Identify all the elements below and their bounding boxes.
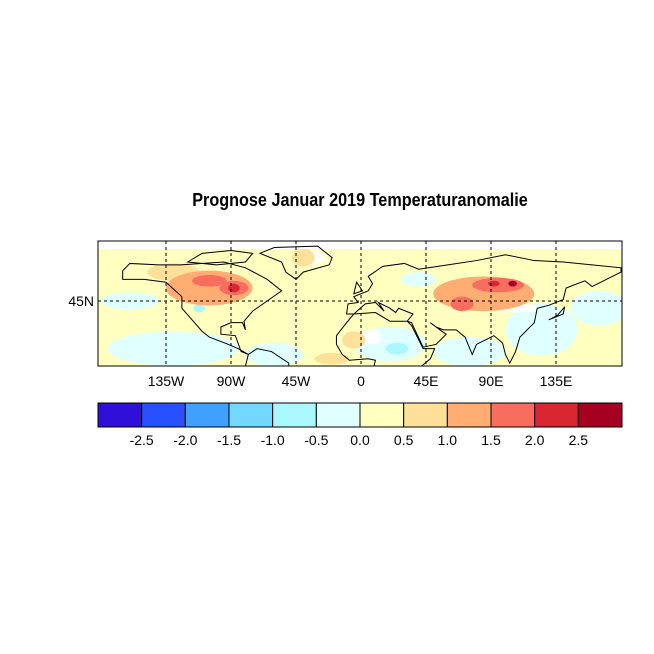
coastline-uk bbox=[353, 281, 364, 295]
colorbar-label: -2.0 bbox=[173, 432, 197, 448]
colorbar-swatch bbox=[228, 402, 274, 428]
anomaly-area bbox=[570, 290, 622, 326]
anomaly-area bbox=[508, 280, 517, 287]
colorbar-swatch bbox=[446, 402, 492, 428]
lon-tick-label: 135W bbox=[148, 373, 185, 389]
lon-tick-label: 45W bbox=[282, 373, 312, 389]
colorbar-swatch bbox=[359, 402, 405, 428]
anomaly-area bbox=[228, 283, 240, 293]
coastline-canadian-arctic bbox=[186, 249, 254, 266]
lon-tick-label: 45E bbox=[414, 373, 439, 389]
lon-tick-label: 0 bbox=[357, 373, 365, 389]
colorbar-swatch bbox=[577, 402, 623, 428]
coastline-north-america bbox=[122, 261, 283, 355]
colorbar-label: 2.5 bbox=[569, 432, 589, 448]
coastline-south-america bbox=[244, 348, 290, 366]
colorbar-swatch bbox=[141, 402, 186, 428]
anomaly-area bbox=[108, 331, 239, 366]
colorbar-label: 1.0 bbox=[438, 432, 458, 448]
colorbar-swatch bbox=[315, 402, 361, 428]
lon-tick-labels: 135W 90W 45W 0 45E 90E 135E bbox=[148, 373, 573, 389]
anomaly-area bbox=[291, 249, 315, 267]
lon-tick-label: 90E bbox=[479, 373, 504, 389]
lon-tick-label: 90W bbox=[217, 373, 247, 389]
colorbar-label: -2.5 bbox=[130, 432, 154, 448]
colorbar-label: -0.5 bbox=[304, 432, 328, 448]
coastline-japan bbox=[548, 306, 566, 321]
anomaly-area bbox=[385, 342, 409, 355]
colorbar-label: 0.0 bbox=[350, 432, 370, 448]
colorbar-label: -1.5 bbox=[217, 432, 241, 448]
map-frame bbox=[97, 240, 623, 367]
colorbar-label: 2.0 bbox=[525, 432, 545, 448]
coastline-eurasia bbox=[345, 254, 622, 365]
coastline-africa bbox=[335, 312, 436, 366]
colorbar-swatch bbox=[403, 402, 448, 428]
anomaly-area bbox=[488, 280, 500, 287]
coastline-greenland bbox=[258, 245, 333, 280]
chart-title: Prognose Januar 2019 Temperaturanomalie bbox=[192, 190, 528, 210]
anomaly-area bbox=[505, 303, 578, 356]
missing-polar-band bbox=[98, 241, 622, 249]
lat-tick-labels: 45N bbox=[68, 293, 94, 309]
anomaly-area bbox=[342, 331, 366, 349]
anomaly-area bbox=[192, 275, 227, 287]
colorbar-swatch bbox=[97, 402, 143, 428]
colorbar: -2.5 -2.0 -1.5 -1.0 -0.5 0.0 0.5 1.0 1.5 2.0 2.5 bbox=[97, 402, 623, 448]
anomaly-area bbox=[314, 353, 350, 365]
anomaly-area bbox=[193, 303, 206, 313]
anomaly-map bbox=[98, 241, 622, 366]
colorbar-swatch bbox=[534, 402, 579, 428]
lat-tick-label: 45N bbox=[68, 293, 94, 309]
colorbar-swatch bbox=[272, 402, 317, 428]
colorbar-swatch bbox=[490, 402, 536, 428]
anomaly-area bbox=[401, 272, 437, 287]
lon-tick-label: 135E bbox=[540, 373, 573, 389]
anomaly-area bbox=[450, 296, 474, 312]
anomaly-area bbox=[245, 342, 304, 366]
colorbar-label: 1.5 bbox=[481, 432, 501, 448]
anomaly-area bbox=[433, 337, 506, 366]
colorbar-label: 0.5 bbox=[394, 432, 414, 448]
colorbar-swatch bbox=[184, 402, 230, 428]
gridlines bbox=[98, 241, 622, 366]
colorbar-label: -1.0 bbox=[261, 432, 285, 448]
missing-area bbox=[363, 329, 382, 345]
